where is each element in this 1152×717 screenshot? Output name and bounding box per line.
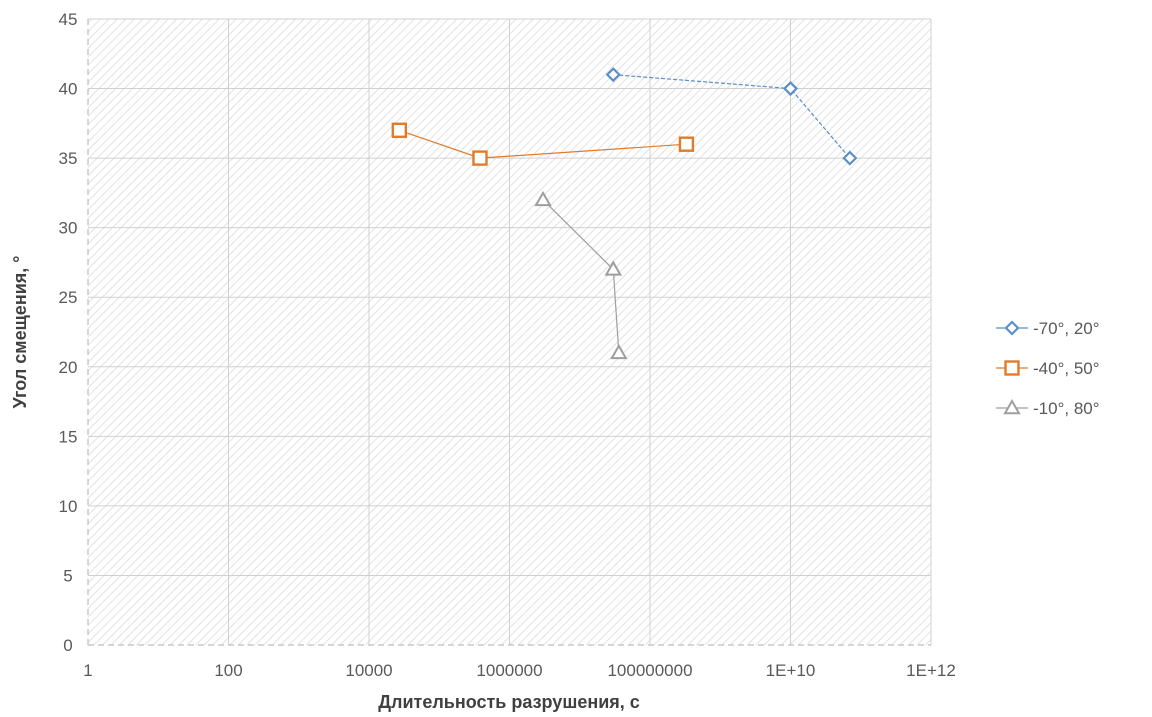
legend-item: -70°, 20°: [996, 319, 1100, 338]
series-group: [534, 190, 628, 360]
y-tick-label: 20: [59, 358, 78, 377]
y-tick-label: 10: [59, 497, 78, 516]
legend: -70°, 20° -40°, 50° -10°, 80°: [996, 319, 1100, 418]
series-group: [605, 67, 858, 166]
data-point-square: [678, 136, 695, 152]
legend-label: -40°, 50°: [1033, 359, 1100, 378]
y-axis-title: Угол смещения, °: [10, 256, 30, 409]
y-tick-label: 35: [59, 149, 78, 168]
axes: 0 5 10 15 20 25 30 35 40 45 1 100 10000 1000000 100000…: [59, 10, 956, 680]
x-tick-label: 10000: [345, 661, 392, 680]
data-point-diamond: [782, 80, 799, 97]
data-point-square: [391, 122, 408, 138]
legend-marker-square: [1004, 360, 1020, 376]
data-point-triangle: [534, 190, 552, 207]
x-axis-title: Длительность разрушения, с: [378, 692, 640, 712]
x-tick-label: 100: [214, 661, 242, 680]
x-tick-label: 1E+10: [766, 661, 816, 680]
x-tick-label: 1: [83, 661, 92, 680]
legend-label: -70°, 20°: [1033, 319, 1100, 338]
data-point-triangle: [604, 260, 622, 276]
y-tick-label: 5: [63, 566, 72, 585]
series-layer: [391, 67, 858, 360]
y-tick-label: 15: [59, 427, 78, 446]
y-tick-label: 45: [59, 10, 78, 29]
y-tick-label: 40: [59, 80, 78, 99]
data-point-square: [472, 150, 488, 166]
legend-item: -10°, 80°: [996, 398, 1100, 418]
y-tick-label: 25: [59, 288, 78, 307]
data-point-diamond: [605, 67, 621, 83]
x-tick-label: 100000000: [607, 661, 692, 680]
x-tick-label: 1000000: [476, 661, 542, 680]
legend-label: -10°, 80°: [1033, 399, 1100, 418]
x-tick-label: 1E+12: [906, 661, 956, 680]
data-point-triangle: [610, 343, 628, 360]
legend-marker-diamond: [1004, 320, 1020, 336]
legend-marker-triangle: [1003, 398, 1021, 415]
y-tick-label: 30: [59, 219, 78, 238]
y-tick-label: 0: [63, 636, 72, 655]
grid-lines: [88, 18, 932, 645]
data-point-diamond: [842, 150, 858, 166]
series-group: [391, 122, 695, 166]
legend-item: -40°, 50°: [996, 359, 1100, 378]
